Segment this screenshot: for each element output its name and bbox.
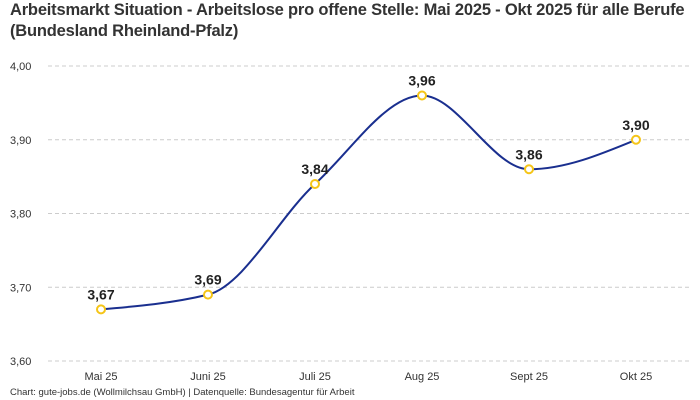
x-tick-label: Okt 25 [620,371,652,383]
data-label: 3,86 [515,146,542,162]
x-tick-label: Juni 25 [190,371,225,383]
y-tick-label: 4,00 [10,61,31,73]
data-point [524,164,534,175]
y-tick-label: 3,60 [10,356,31,368]
data-point [310,179,320,189]
data-label: 3,67 [87,286,114,302]
data-label: 3,84 [301,161,328,177]
x-tick-label: Mai 25 [84,371,117,383]
y-tick-label: 3,80 [10,209,31,221]
y-tick-label: 3,70 [10,282,31,294]
x-tick-label: Juli 25 [299,371,331,383]
y-tick-label: 3,90 [10,135,31,147]
data-point [417,90,427,101]
x-tick-label: Aug 25 [405,371,440,383]
data-label: 3,90 [622,117,649,133]
series-line [100,94,637,311]
data-label: 3,69 [194,272,221,288]
data-point [96,304,106,315]
data-point [203,289,213,300]
data-point [631,134,641,145]
data-label: 3,96 [408,73,435,89]
x-tick-label: Sept 25 [510,371,548,383]
chart-footer: Chart: gute-jobs.de (Wollmilchsau GmbH) … [10,387,355,398]
chart-title: Arbeitsmarkt Situation - Arbeitslose pro… [10,1,685,40]
